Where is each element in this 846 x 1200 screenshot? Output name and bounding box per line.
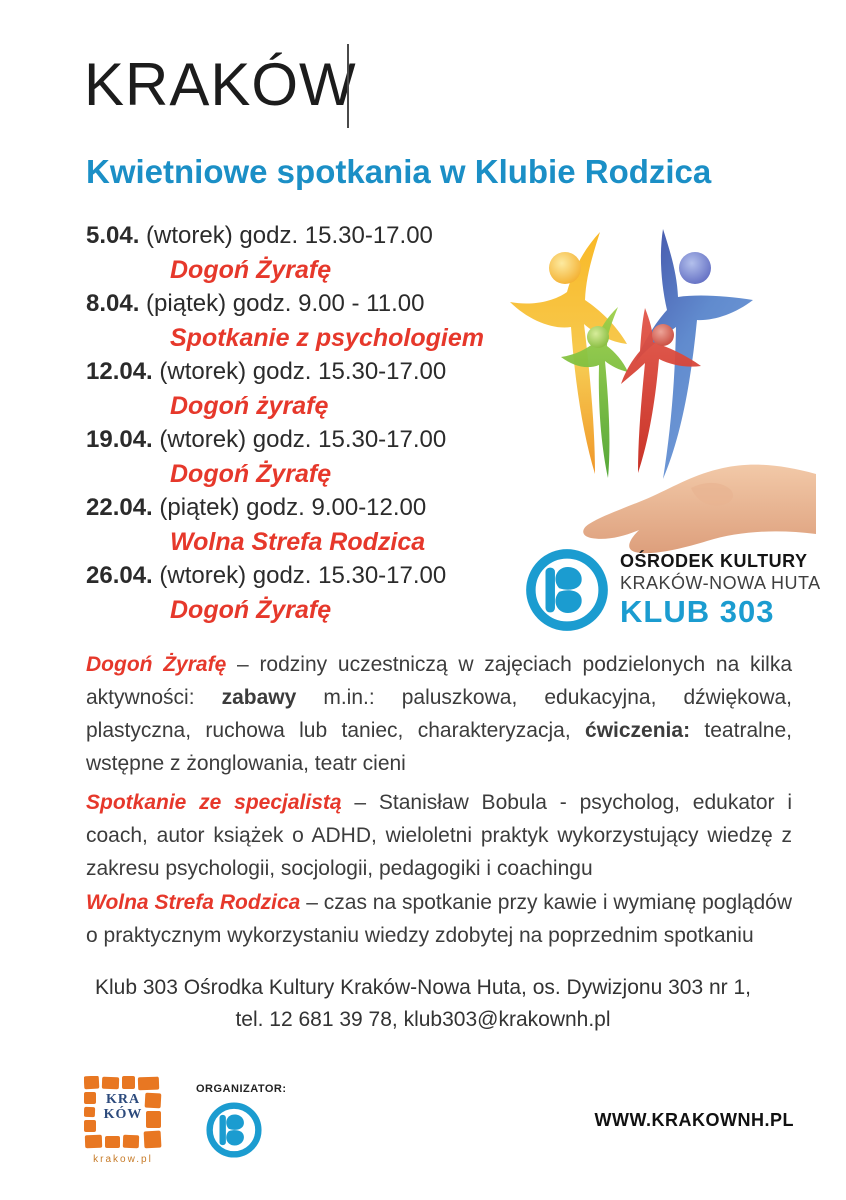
org-region: KRAKÓW-NOWA HUTA <box>620 573 821 593</box>
schedule-item: 12.04. (wtorek) godz. 15.30-17.00 Dogoń … <box>86 355 506 423</box>
event-details: (wtorek) godz. 15.30-17.00 <box>152 426 447 453</box>
schedule-item: 22.04. (piątek) godz. 9.00-12.00 Wolna S… <box>86 491 506 559</box>
event-activity: Dogoń Żyrafę <box>170 596 332 624</box>
event-activity: Dogoń Żyrafę <box>170 460 332 488</box>
org-name: OŚRODEK KULTURY <box>620 551 808 571</box>
description-wolna-strefa: Wolna Strefa Rodzica – czas na spotkanie… <box>86 886 792 952</box>
event-details: (piątek) godz. 9.00-12.00 <box>152 494 427 521</box>
event-activity: Dogoń żyrafę <box>170 392 329 420</box>
event-details: (piątek) godz. 9.00 - 11.00 <box>139 290 425 317</box>
page-title: Kwietniowe spotkania w Klubie Rodzica <box>86 153 712 190</box>
krakow-wordmark: KRAKÓW <box>84 51 357 118</box>
org-club: KLUB 303 <box>620 594 775 629</box>
schedule-item: 5.04. (wtorek) godz. 15.30-17.00 Dogoń Ż… <box>86 219 506 287</box>
krakow-tiles-line1: KRA <box>105 1092 141 1107</box>
description-text: teatralne, wstępne z żonglowania, teatr … <box>86 719 792 775</box>
activity-name: Dogoń Żyrafę <box>86 653 227 676</box>
address-line2: tel. 12 681 39 78, klub303@krakownh.pl <box>235 1008 611 1031</box>
description-bold: ćwiczenia: <box>585 719 691 742</box>
krakow-pl-logo: KRA KÓW krakow.pl <box>84 1076 164 1165</box>
address-line1: Klub 303 Ośrodka Kultury Kraków-Nowa Hut… <box>95 976 751 999</box>
open-hand-graphic <box>583 464 816 554</box>
schedule-item: 19.04. (wtorek) godz. 15.30-17.00 Dogoń … <box>86 423 506 491</box>
krakow-pl-caption: krakow.pl <box>93 1154 153 1165</box>
event-date: 19.04. <box>86 426 153 453</box>
schedule-item: 26.04. (wtorek) godz. 15.30-17.00 Dogoń … <box>86 559 506 627</box>
event-date: 5.04. <box>86 222 140 249</box>
description-bold: zabawy <box>221 686 297 709</box>
activity-name: Wolna Strefa Rodzica <box>86 891 301 914</box>
krakow-tiles-text: KRA KÓW <box>84 1092 162 1122</box>
schedule-item: 8.04. (piątek) godz. 9.00 - 11.00 Spotka… <box>86 287 506 355</box>
description-text: – rodziny uczestniczą w zajęciach podzie… <box>86 653 793 709</box>
event-details: (wtorek) godz. 15.30-17.00 <box>152 562 447 589</box>
klub303-logo-block: OŚRODEK KULTURY KRAKÓW-NOWA HUTA KLUB 30… <box>524 547 821 633</box>
description-text: m.in.: paluszkowa, edukacyjna, dźwiękowa… <box>86 686 792 742</box>
description-dogon-zyrafe: Dogoń Żyrafę – rodziny uczestniczą w zaj… <box>86 648 792 780</box>
event-activity: Wolna Strefa Rodzica <box>170 528 426 556</box>
figure-blue <box>635 229 753 479</box>
organizer-block: ORGANIZATOR: <box>196 1083 287 1164</box>
event-details: (wtorek) godz. 15.30-17.00 <box>152 358 447 385</box>
event-activity: Dogoń Żyrafę <box>170 256 332 284</box>
event-date: 26.04. <box>86 562 153 589</box>
krakow-tiles-icon <box>84 1076 162 1149</box>
header-divider <box>347 44 349 128</box>
event-date: 12.04. <box>86 358 153 385</box>
figure-green <box>561 307 628 478</box>
krakow-tiles-line2: KÓW <box>103 1107 143 1122</box>
organizer-logo-icon <box>206 1102 262 1158</box>
activity-name: Spotkanie ze specjalistą <box>86 791 342 814</box>
figure-orange <box>510 232 627 474</box>
venue-address: Klub 303 Ośrodka Kultury Kraków-Nowa Hut… <box>70 972 776 1036</box>
figure-red <box>621 308 701 473</box>
description-text: – Stanisław Bobula - psycholog, edukator… <box>86 791 792 880</box>
website-url: WWW.KRAKOWNH.PL <box>594 1110 794 1130</box>
description-text: – czas na spotkanie przy kawie i wymianę… <box>86 891 792 947</box>
event-date: 22.04. <box>86 494 153 521</box>
family-figures-graphic <box>510 229 816 554</box>
event-details: (wtorek) godz. 15.30-17.00 <box>139 222 433 249</box>
klub303-logo-icon <box>526 549 608 631</box>
event-date: 8.04. <box>86 290 140 317</box>
event-activity: Spotkanie z psychologiem <box>170 324 484 352</box>
organizer-label: ORGANIZATOR: <box>196 1083 287 1095</box>
schedule-list: 5.04. (wtorek) godz. 15.30-17.00 Dogoń Ż… <box>86 219 506 627</box>
description-spotkanie: Spotkanie ze specjalistą – Stanisław Bob… <box>86 786 792 885</box>
